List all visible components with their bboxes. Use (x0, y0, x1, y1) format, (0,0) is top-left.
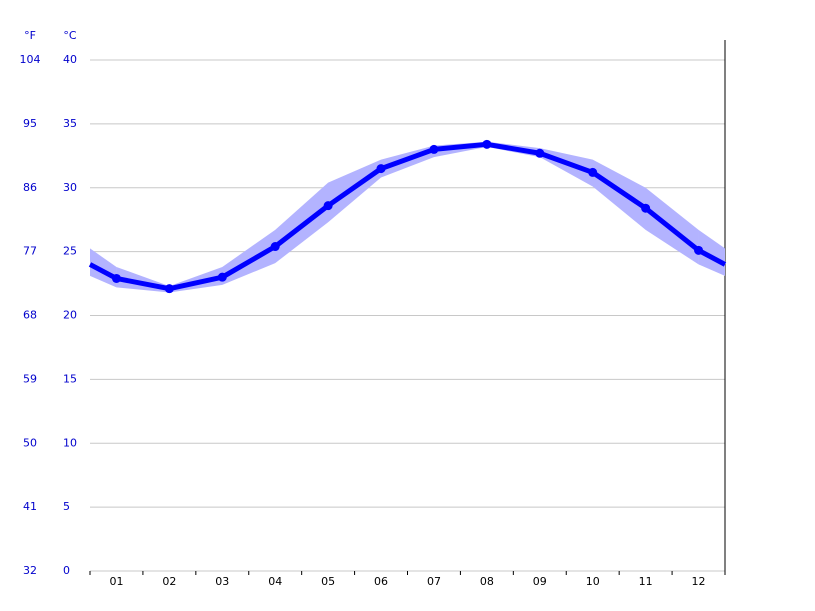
y2-tick-label: 68 (23, 309, 37, 322)
point (482, 139, 492, 149)
y-tick-label: 25 (63, 245, 77, 258)
y2-tick-label: 50 (23, 436, 37, 449)
x-tick-label: 09 (533, 575, 547, 588)
x-tick-label: 04 (268, 575, 282, 588)
x-tick-label: 05 (321, 575, 335, 588)
y-tick-label: 40 (63, 53, 77, 66)
point (217, 272, 227, 282)
x-tick-label: 11 (639, 575, 653, 588)
y2-tick-label: 32 (23, 564, 37, 577)
y2-tick-label: 95 (23, 117, 37, 130)
y-tick-label: 5 (63, 500, 70, 513)
x-tick-label: 03 (215, 575, 229, 588)
line-wrap (697, 248, 727, 267)
y-tick-label: 15 (63, 372, 77, 385)
point (694, 245, 704, 255)
line-wrap (88, 262, 118, 281)
x-tick-label: 02 (162, 575, 176, 588)
x-tick-label: 07 (427, 575, 441, 588)
y-tick-label: 0 (63, 564, 70, 577)
y2-tick-label: 41 (23, 500, 37, 513)
x-tick-label: 06 (374, 575, 388, 588)
y-tick-label: 10 (63, 436, 77, 449)
x-tick-label: 12 (692, 575, 706, 588)
point (164, 284, 174, 294)
point (376, 164, 386, 174)
range-band (116, 141, 699, 293)
point (429, 144, 439, 154)
range-wrap-right (698, 229, 725, 276)
y-tick-label: 20 (63, 309, 77, 322)
y2-tick-label: 77 (23, 245, 37, 258)
line (115, 141, 701, 292)
point (641, 203, 651, 213)
x-tick-label: 01 (109, 575, 123, 588)
point (588, 167, 598, 177)
y2-tick-label: 104 (20, 53, 41, 66)
y-tick-label: 30 (63, 181, 77, 194)
x-tick-label: 08 (480, 575, 494, 588)
y2-tick-label: 86 (23, 181, 37, 194)
y-tick-label: 35 (63, 117, 77, 130)
point (111, 273, 121, 283)
point (270, 242, 280, 252)
y2-tick-label: 59 (23, 372, 37, 385)
y-unit: °C (63, 29, 77, 42)
point (535, 148, 545, 158)
y2-unit: °F (24, 29, 36, 42)
point (323, 201, 333, 211)
x-tick-label: 10 (586, 575, 600, 588)
